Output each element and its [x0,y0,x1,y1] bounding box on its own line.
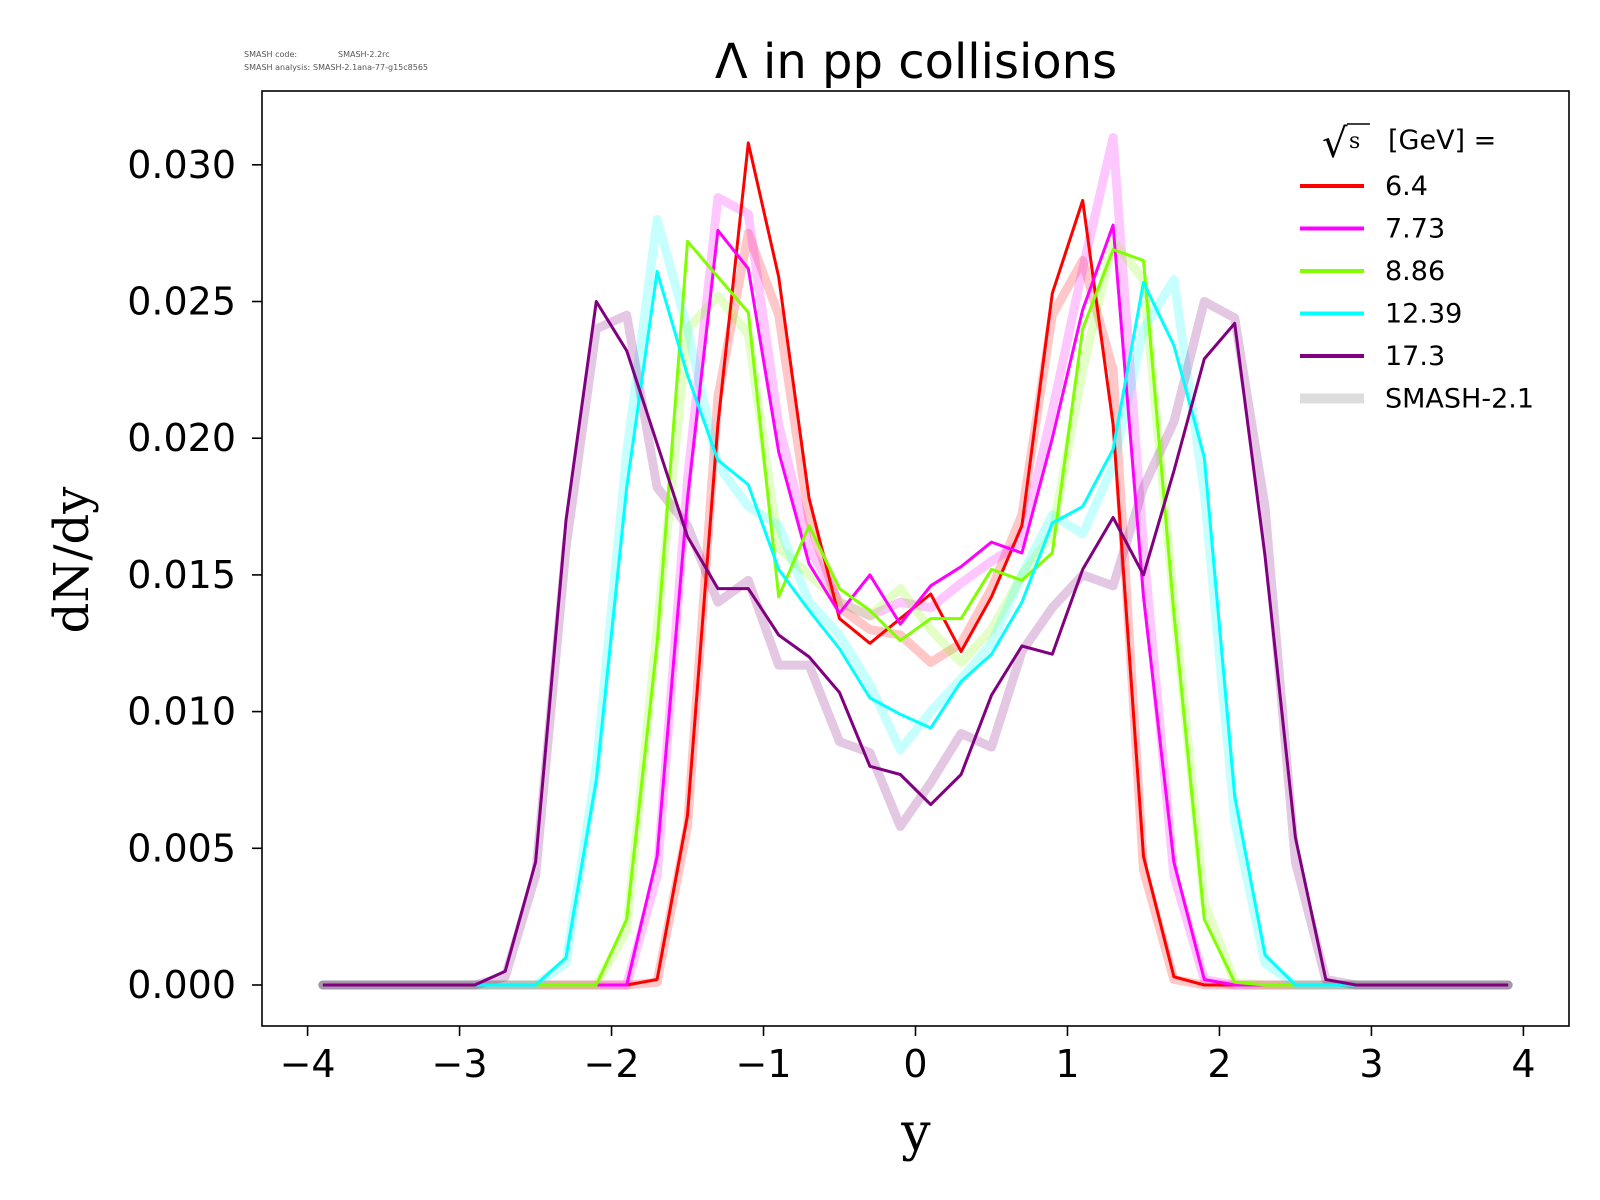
reference-line-7.73 [318,133,1513,990]
chart-title: Λ in pp collisions [715,34,1117,90]
reference-lines [318,133,1513,990]
y-axis: 0.000 0.005 0.010 0.015 0.020 0.025 0.030 [127,143,262,1007]
code-value: SMASH-2.2rc [338,50,390,59]
x-tick-label: 2 [1207,1042,1231,1086]
x-tick-label: −2 [584,1042,640,1086]
reference-line-8.86 [318,236,1513,990]
y-tick-label: 0.025 [127,280,236,324]
code-label: SMASH code: [244,50,297,59]
x-tick-label: 4 [1511,1042,1535,1086]
legend-sqrt-arg: s [1349,129,1360,154]
series-line-12.39 [322,269,1509,987]
y-tick-label: 0.005 [127,826,236,870]
plot-frame [261,90,1570,1027]
reference-line-17.3 [318,297,1513,990]
y-tick-label: 0.000 [127,963,236,1007]
analysis-label: SMASH analysis: [244,63,310,72]
legend-title-label: [GeV] = [1388,125,1496,156]
series-line-7.73 [322,223,1509,987]
smash-version-stamp: SMASH code: SMASH-2.2rc SMASH analysis: … [244,50,428,72]
y-tick-label: 0.030 [127,143,236,187]
y-axis-label: dN/dy [44,487,100,634]
x-tick-label: 3 [1359,1042,1383,1086]
y-tick-label: 0.015 [127,553,236,597]
x-tick-label: 0 [903,1042,927,1086]
series-line-17.3 [322,300,1509,987]
legend-entries: 6.4 7.73 8.86 12.39 17.3 SMASH-2.1 [1300,171,1534,415]
legend-label: 8.86 [1385,256,1445,287]
legend: √ s [GeV] = 6.4 7.73 8.86 12.39 17.3 SMASH-2.… [1300,121,1534,415]
x-axis: −4 −3 −2 −1 0 1 2 3 4 [280,1026,1536,1086]
legend-sqrt-symbol: √ [1322,121,1348,167]
x-tick-label: −4 [280,1042,336,1086]
x-axis-label: y [900,1103,931,1163]
x-tick-label: 1 [1055,1042,1079,1086]
analysis-value: SMASH-2.1ana-77-g15c8565 [313,63,428,72]
legend-label: 6.4 [1385,171,1428,202]
series-lines [322,141,1509,987]
y-tick-label: 0.020 [127,416,236,460]
x-tick-label: −3 [432,1042,488,1086]
legend-label: SMASH-2.1 [1385,384,1534,415]
legend-label: 12.39 [1385,299,1462,330]
legend-label: 17.3 [1385,341,1445,372]
legend-label: 7.73 [1385,214,1445,245]
y-tick-label: 0.010 [127,690,236,734]
x-tick-label: −1 [736,1042,792,1086]
